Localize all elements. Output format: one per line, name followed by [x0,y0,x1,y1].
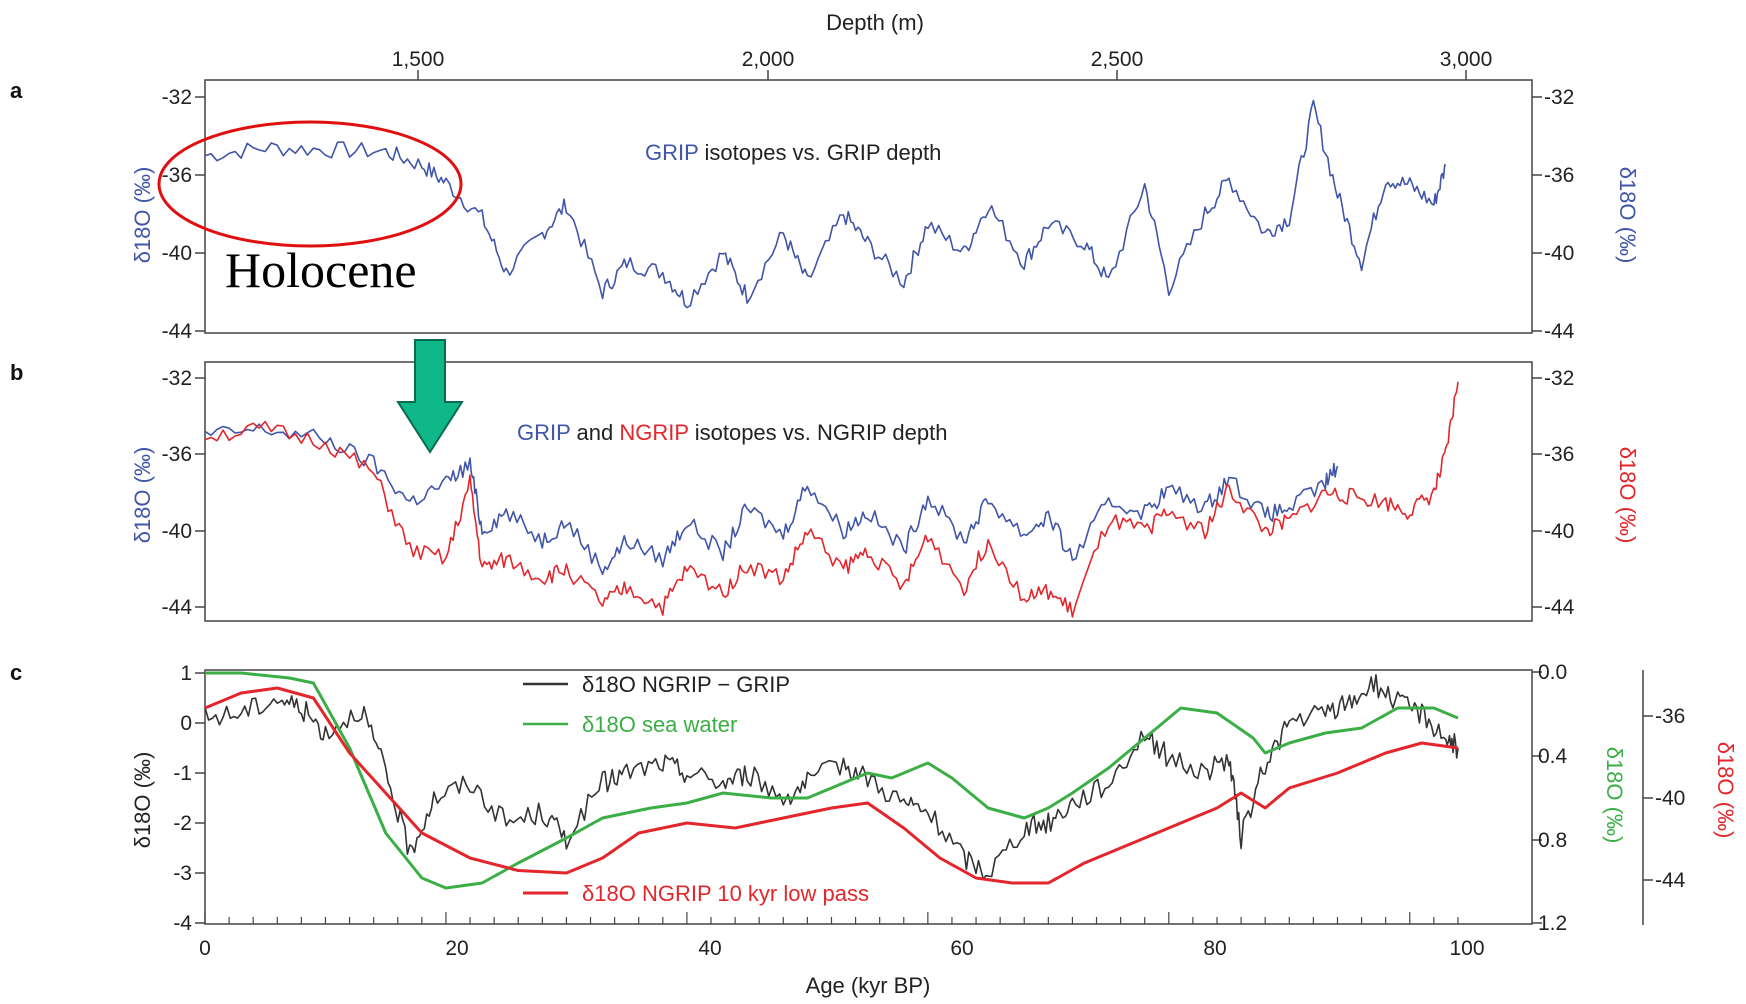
green-tick-label: 0.8 [1538,829,1567,852]
y-tick-label: 1 [180,662,192,685]
age-tick-label: 20 [445,937,468,960]
red-tick-label: -36 [1655,705,1685,728]
panel-c-ylabel-green: δ18O (‰) [1602,747,1627,844]
depth-axis: Depth (m) 1,500 2,000 2,500 3,000 [392,10,1493,71]
y-tick-label: -32 [1544,86,1574,109]
series-line-ngrip [204,686,1459,885]
title-ngrip: NGRIP [619,420,688,445]
red-tick-label: -40 [1655,787,1685,810]
series-line-grip [204,423,1339,576]
panel-c-ylabel-left: δ18O (‰) [130,752,155,849]
panel-c-series [204,671,1459,890]
y-tick-label: -44 [162,596,193,619]
legend-label-seawater: δ18O sea water [582,712,737,737]
y-tick-label: -32 [162,86,192,109]
panel-b-ylabel-right: δ18O (‰) [1615,447,1640,544]
panel-a-series [204,99,1447,309]
panel-a-ylabel-left: δ18O (‰) [130,167,155,264]
y-tick-label: -40 [1544,242,1574,265]
title-rest: isotopes vs. NGRIP depth [689,420,948,445]
panel-b-title: GRIP and NGRIP isotopes vs. NGRIP depth [517,420,947,445]
panel-a-ylabel-right: δ18O (‰) [1615,167,1640,264]
panel-a-top-ticks [417,70,1467,80]
title-grip: GRIP [645,140,698,165]
y-tick-label: -36 [162,164,192,187]
green-tick-label: 0.0 [1538,661,1567,684]
panel-b-frame [204,361,1533,622]
panel-a: a -32 -36 -40 -44 -32 -36 -40 -44 δ18O (… [10,70,1640,343]
y-tick-label: -44 [162,320,193,343]
y-tick-label: -40 [162,520,192,543]
green-tick-label: 0.4 [1538,745,1568,768]
title-rest: isotopes vs. GRIP depth [698,140,941,165]
panel-c-frame [204,669,1533,925]
panel-c: c 1 0 -1 -2 -3 -4 0.0 0.4 0.8 1.2 δ18O (… [10,660,1738,998]
depth-tick-label: 1,500 [392,48,445,71]
depth-tick-label: 2,500 [1091,48,1144,71]
age-tick-label: 0 [199,937,211,960]
legend-label-diff: δ18O NGRIP − GRIP [582,672,790,697]
series-line-ngrip [204,381,1459,618]
series-line-seawater [205,671,1459,890]
y-tick-label: -1 [173,762,192,785]
y-tick-label: -40 [1544,520,1574,543]
panel-c-left-ticks [195,672,205,924]
y-tick-label: -40 [162,242,192,265]
panel-c-letter: c [10,660,22,685]
holocene-annotation: Holocene [225,242,417,298]
legend: δ18O NGRIP − GRIP δ18O sea water δ18O NG… [523,672,869,906]
panel-b-ylabel-left: δ18O (‰) [130,447,155,544]
y-tick-label: -32 [1544,367,1574,390]
panel-c-green-ticks [1532,671,1542,924]
holocene-highlight-ellipse [157,120,463,248]
green-tick-label: 1.2 [1538,912,1567,935]
panel-b-letter: b [10,360,23,385]
age-tick-label: 40 [698,937,721,960]
depth-axis-title: Depth (m) [826,10,924,35]
panel-b-y-ticks [195,377,1542,608]
age-tick-label: 80 [1203,937,1226,960]
y-tick-label: -44 [1544,320,1575,343]
title-and: and [570,420,619,445]
title-grip: GRIP [517,420,570,445]
age-tick-label: 100 [1449,937,1484,960]
red-tick-label: -44 [1655,869,1686,892]
panel-a-title: GRIP isotopes vs. GRIP depth [645,140,941,165]
depth-tick-label: 3,000 [1440,48,1493,71]
panel-b-series [204,381,1459,618]
y-tick-label: -3 [173,862,192,885]
panel-c-red-ticks [1643,715,1653,881]
panel-a-frame [204,79,1533,334]
y-tick-label: -44 [1544,596,1575,619]
panel-a-y-ticks [195,96,1542,332]
y-tick-label: -2 [173,812,192,835]
y-tick-label: -36 [1544,164,1574,187]
series-line-grip [204,99,1447,309]
series-line-diff [204,674,1459,881]
depth-tick-label: 2,000 [742,48,795,71]
down-arrow-icon [396,339,464,454]
panel-b: b -32 -36 -40 -44 -32 -36 -40 -44 δ18O (… [10,339,1640,622]
panel-c-ylabel-red: δ18O (‰) [1713,742,1738,839]
panel-a-letter: a [10,78,23,103]
y-tick-label: -36 [162,443,192,466]
panel-c-x-minor-ticks [204,912,1459,924]
y-tick-label: -36 [1544,443,1574,466]
y-tick-label: 0 [180,712,192,735]
y-tick-label: -32 [162,367,192,390]
age-tick-label: 60 [950,937,973,960]
y-tick-label: -4 [173,912,192,935]
age-axis-title: Age (kyr BP) [806,973,931,998]
legend-label-lowpass: δ18O NGRIP 10 kyr low pass [582,881,869,906]
